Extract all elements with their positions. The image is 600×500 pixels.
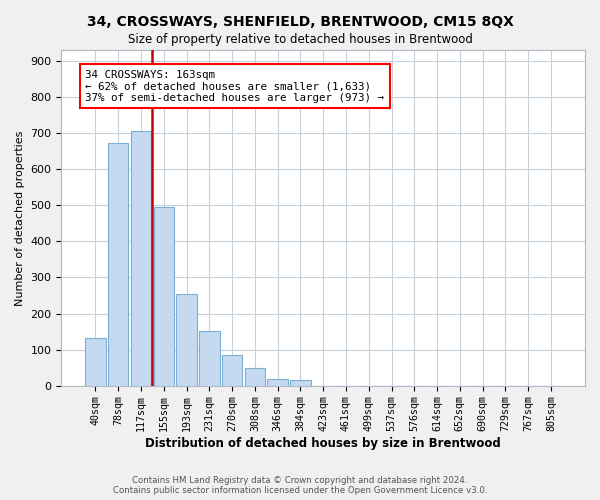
Bar [245, 368, 265, 386]
Bar [85, 338, 106, 386]
Y-axis label: Number of detached properties: Number of detached properties [15, 130, 25, 306]
X-axis label: Distribution of detached houses by size in Brentwood: Distribution of detached houses by size … [145, 437, 501, 450]
Bar [131, 131, 151, 386]
Bar [154, 207, 174, 386]
Text: 34 CROSSWAYS: 163sqm
← 62% of detached houses are smaller (1,633)
37% of semi-de: 34 CROSSWAYS: 163sqm ← 62% of detached h… [85, 70, 384, 103]
Bar [199, 331, 220, 386]
Bar [108, 143, 128, 386]
Bar [290, 380, 311, 386]
Bar [268, 378, 288, 386]
Bar [176, 294, 197, 386]
Text: Size of property relative to detached houses in Brentwood: Size of property relative to detached ho… [128, 32, 472, 46]
Text: Contains HM Land Registry data © Crown copyright and database right 2024.
Contai: Contains HM Land Registry data © Crown c… [113, 476, 487, 495]
Text: 34, CROSSWAYS, SHENFIELD, BRENTWOOD, CM15 8QX: 34, CROSSWAYS, SHENFIELD, BRENTWOOD, CM1… [86, 15, 514, 29]
Bar [222, 355, 242, 386]
